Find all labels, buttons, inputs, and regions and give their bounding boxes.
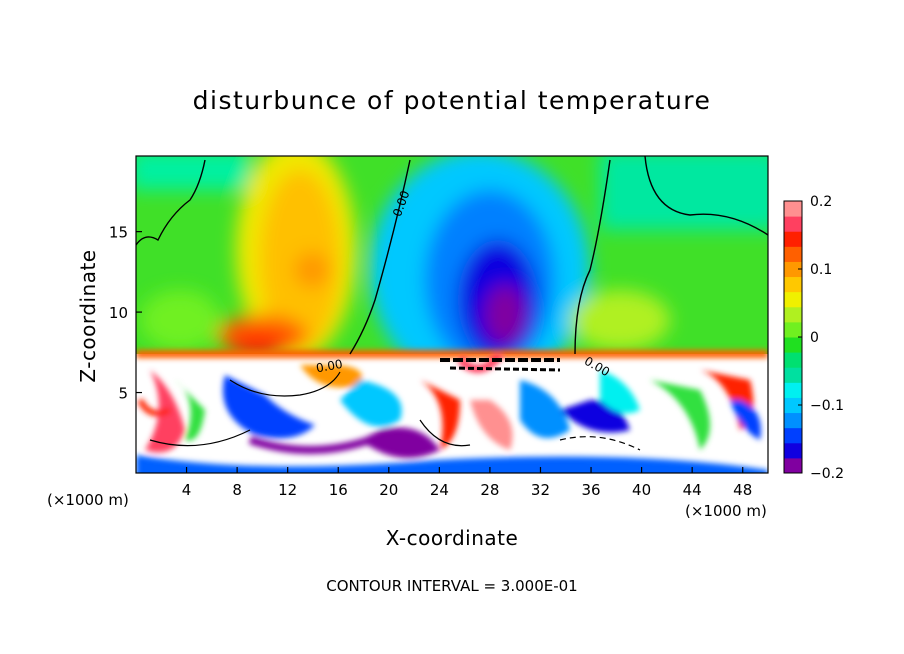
colorbar-swatch xyxy=(784,306,802,323)
colorbar-swatch xyxy=(784,321,802,338)
x-tick-label: 28 xyxy=(480,481,499,499)
x-tick-label: 4 xyxy=(182,481,192,499)
x-tick-label: 36 xyxy=(581,481,600,499)
colorbar-tick-label: 0.2 xyxy=(810,194,832,210)
x-tick-label: 48 xyxy=(733,481,752,499)
z-tick-label: 15 xyxy=(109,224,128,242)
colorbar-swatch xyxy=(784,201,802,217)
x-tick-label: 8 xyxy=(232,481,242,499)
colorbar: 0.2 0.1 0 −0.1 −0.2 xyxy=(783,194,844,482)
colorbar-swatch xyxy=(784,216,802,232)
colorbar-swatch xyxy=(784,231,802,247)
chart-title: disturbunce of potential temperature xyxy=(192,86,712,115)
x-tick-label: 12 xyxy=(278,481,297,499)
contour-label: 0.00 xyxy=(315,357,344,375)
contour-interval-note: CONTOUR INTERVAL = 3.000E-01 xyxy=(326,577,578,595)
field-layer xyxy=(136,156,768,473)
colorbar-swatch xyxy=(784,337,802,353)
colorbar-tick-label: 0.1 xyxy=(810,262,832,278)
colorbar-swatch xyxy=(784,427,802,444)
x-tick-label: 32 xyxy=(531,481,550,499)
x-tick-label: 20 xyxy=(379,481,398,499)
colorbar-swatch xyxy=(784,261,802,278)
colorbar-swatch xyxy=(784,457,802,474)
plot-frame xyxy=(135,155,769,474)
colorbar-tick-label: −0.2 xyxy=(810,466,844,482)
z-tick-label: 10 xyxy=(109,304,128,322)
colorbar-swatch xyxy=(784,367,802,383)
colorbar-swatch xyxy=(784,246,802,262)
z-axis-ticks: 5 10 15 xyxy=(109,224,142,403)
x-tick-label: 16 xyxy=(329,481,348,499)
colorbar-swatch xyxy=(784,382,802,398)
colorbar-swatch xyxy=(784,291,802,308)
x-axis-unit: (×1000 m) xyxy=(685,502,767,520)
colorbar-swatch xyxy=(784,442,802,459)
x-axis-ticks: 4 8 12 16 20 24 28 32 36 40 44 48 xyxy=(182,467,752,499)
colorbar-swatch xyxy=(784,352,802,368)
x-tick-label: 40 xyxy=(632,481,651,499)
colorbar-swatch xyxy=(784,397,802,414)
y-axis-label: Z-coordinate xyxy=(76,249,100,383)
colorbar-tick-label: 0 xyxy=(810,330,819,346)
z-tick-label: 5 xyxy=(118,385,128,403)
colorbar-tick-label: −0.1 xyxy=(810,398,844,414)
y-axis-unit: (×1000 m) xyxy=(47,491,129,509)
x-tick-label: 24 xyxy=(430,481,449,499)
x-tick-label: 44 xyxy=(683,481,702,499)
x-axis-label: X-coordinate xyxy=(385,526,519,550)
colorbar-swatch xyxy=(784,276,802,293)
colorbar-swatch xyxy=(784,412,802,429)
